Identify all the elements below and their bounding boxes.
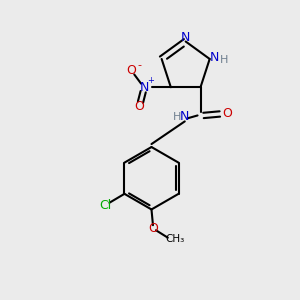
Text: N: N — [180, 110, 190, 123]
Text: H: H — [220, 56, 229, 65]
Text: N: N — [209, 51, 219, 64]
Text: H: H — [172, 112, 181, 122]
Text: O: O — [222, 107, 232, 121]
Text: O: O — [148, 222, 158, 235]
Text: N: N — [181, 31, 190, 44]
Text: O: O — [126, 64, 136, 77]
Text: -: - — [137, 61, 141, 70]
Text: Cl: Cl — [99, 199, 111, 212]
Text: O: O — [135, 100, 145, 113]
Text: +: + — [147, 76, 154, 85]
Text: N: N — [140, 81, 149, 94]
Text: CH₃: CH₃ — [165, 234, 184, 244]
